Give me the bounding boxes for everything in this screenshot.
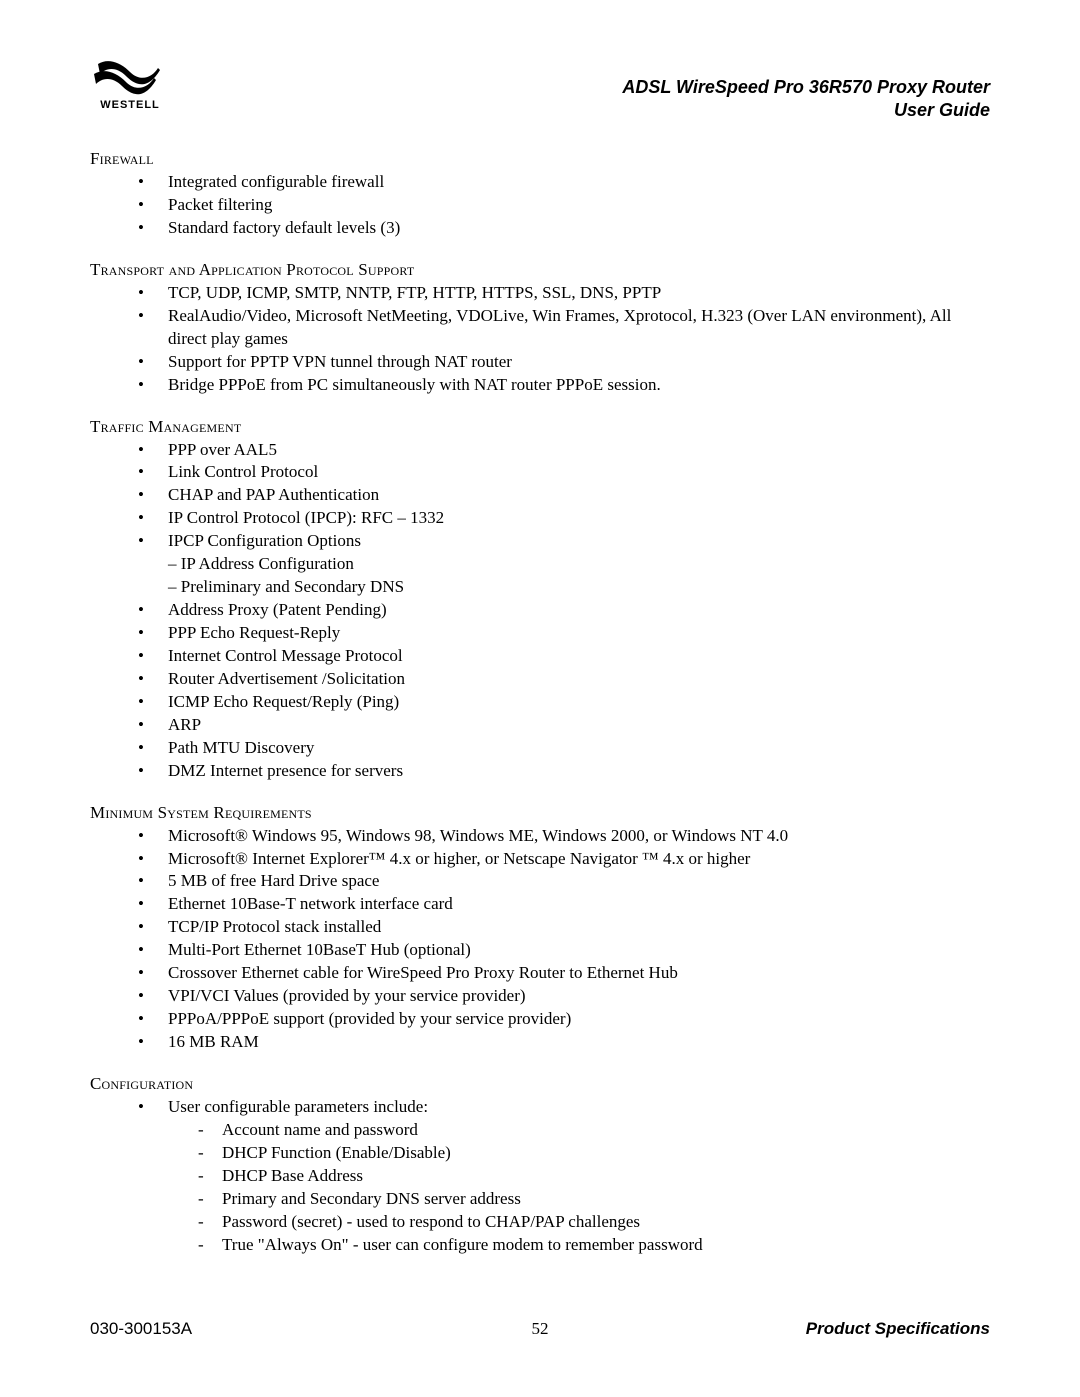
config-lead: User configurable parameters include: — [168, 1097, 428, 1116]
list-item: VPI/VCI Values (provided by your service… — [138, 985, 990, 1008]
list-item: IPCP Configuration Options – IP Address … — [138, 530, 990, 599]
page-footer: 030-300153A 52 Product Specifications — [90, 1319, 990, 1339]
list-item: Packet filtering — [138, 194, 990, 217]
sublist-item: DHCP Base Address — [198, 1165, 990, 1188]
firewall-list: Integrated configurable firewall Packet … — [138, 171, 990, 240]
list-item: PPPoA/PPPoE support (provided by your se… — [138, 1008, 990, 1031]
page-header: WESTELL ADSL WireSpeed Pro 36R570 Proxy … — [90, 60, 990, 121]
list-item: Support for PPTP VPN tunnel through NAT … — [138, 351, 990, 374]
list-item: Bridge PPPoE from PC simultaneously with… — [138, 374, 990, 397]
list-item: 5 MB of free Hard Drive space — [138, 870, 990, 893]
list-item: RealAudio/Video, Microsoft NetMeeting, V… — [138, 305, 990, 351]
page: WESTELL ADSL WireSpeed Pro 36R570 Proxy … — [0, 0, 1080, 1397]
traffic-list: PPP over AAL5 Link Control Protocol CHAP… — [138, 439, 990, 783]
sublist-item: Account name and password — [198, 1119, 990, 1142]
logo: WESTELL — [90, 60, 170, 117]
list-item: Ethernet 10Base-T network interface card — [138, 893, 990, 916]
list-item: TCP/IP Protocol stack installed — [138, 916, 990, 939]
section-title-transport: Transport and Application Protocol Suppo… — [90, 260, 990, 280]
sublist-item: True "Always On" - user can configure mo… — [198, 1234, 990, 1257]
minreq-list: Microsoft® Windows 95, Windows 98, Windo… — [138, 825, 990, 1054]
list-item: Router Advertisement /Solicitation — [138, 668, 990, 691]
list-item: Path MTU Discovery — [138, 737, 990, 760]
list-item: 16 MB RAM — [138, 1031, 990, 1054]
footer-doc-number: 030-300153A — [90, 1319, 192, 1339]
list-item: User configurable parameters include: Ac… — [138, 1096, 990, 1257]
list-item: Address Proxy (Patent Pending) — [138, 599, 990, 622]
westell-logo-icon: WESTELL — [90, 60, 170, 112]
header-title-line1: ADSL WireSpeed Pro 36R570 Proxy Router — [622, 76, 990, 99]
ipcp-sub-1: – IP Address Configuration — [168, 553, 990, 576]
list-item: ARP — [138, 714, 990, 737]
header-title-line2: User Guide — [622, 99, 990, 122]
section-title-traffic: Traffic Management — [90, 417, 990, 437]
list-item: CHAP and PAP Authentication — [138, 484, 990, 507]
list-item: TCP, UDP, ICMP, SMTP, NNTP, FTP, HTTP, H… — [138, 282, 990, 305]
sublist-item: DHCP Function (Enable/Disable) — [198, 1142, 990, 1165]
section-title-config: Configuration — [90, 1074, 990, 1094]
section-title-minreq: Minimum System Requirements — [90, 803, 990, 823]
list-item: PPP over AAL5 — [138, 439, 990, 462]
header-title: ADSL WireSpeed Pro 36R570 Proxy Router U… — [622, 60, 990, 121]
list-item: Crossover Ethernet cable for WireSpeed P… — [138, 962, 990, 985]
list-item: Standard factory default levels (3) — [138, 217, 990, 240]
section-title-firewall: Firewall — [90, 149, 990, 169]
list-item: Integrated configurable firewall — [138, 171, 990, 194]
list-item: DMZ Internet presence for servers — [138, 760, 990, 783]
list-item: IP Control Protocol (IPCP): RFC – 1332 — [138, 507, 990, 530]
config-list: User configurable parameters include: Ac… — [138, 1096, 990, 1257]
sublist-item: Password (secret) - used to respond to C… — [198, 1211, 990, 1234]
list-item: PPP Echo Request-Reply — [138, 622, 990, 645]
list-item: Microsoft® Internet Explorer™ 4.x or hig… — [138, 848, 990, 871]
sublist-item: Primary and Secondary DNS server address — [198, 1188, 990, 1211]
list-item: Microsoft® Windows 95, Windows 98, Windo… — [138, 825, 990, 848]
list-item-text: IPCP Configuration Options — [168, 531, 361, 550]
list-item: ICMP Echo Request/Reply (Ping) — [138, 691, 990, 714]
list-item: Multi-Port Ethernet 10BaseT Hub (optiona… — [138, 939, 990, 962]
list-item: Internet Control Message Protocol — [138, 645, 990, 668]
config-sublist: Account name and password DHCP Function … — [198, 1119, 990, 1257]
footer-section-name: Product Specifications — [806, 1319, 990, 1339]
ipcp-sub-2: – Preliminary and Secondary DNS — [168, 576, 990, 599]
transport-list: TCP, UDP, ICMP, SMTP, NNTP, FTP, HTTP, H… — [138, 282, 990, 397]
footer-page-number: 52 — [532, 1319, 549, 1339]
list-item: Link Control Protocol — [138, 461, 990, 484]
logo-text: WESTELL — [100, 99, 160, 111]
